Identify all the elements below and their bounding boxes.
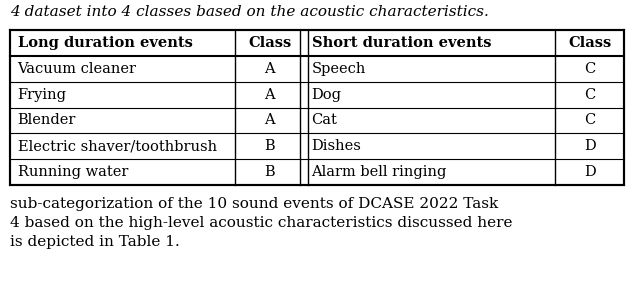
Text: Vacuum cleaner: Vacuum cleaner <box>18 62 136 76</box>
Text: A: A <box>264 88 275 102</box>
Text: Frying: Frying <box>18 88 67 102</box>
Text: sub-categorization of the 10 sound events of DCASE 2022 Task
4 based on the high: sub-categorization of the 10 sound event… <box>10 197 512 249</box>
Text: Running water: Running water <box>18 165 128 179</box>
Text: Dog: Dog <box>311 88 342 102</box>
Text: Alarm bell ringing: Alarm bell ringing <box>311 165 447 179</box>
Text: B: B <box>264 165 275 179</box>
Text: C: C <box>584 113 595 127</box>
Text: C: C <box>584 88 595 102</box>
Text: D: D <box>584 165 595 179</box>
Text: A: A <box>264 62 275 76</box>
Text: Speech: Speech <box>311 62 366 76</box>
Text: D: D <box>584 139 595 153</box>
Text: 4 dataset into 4 classes based on the acoustic characteristics.: 4 dataset into 4 classes based on the ac… <box>10 5 489 19</box>
Text: Electric shaver/toothbrush: Electric shaver/toothbrush <box>18 139 217 153</box>
Text: B: B <box>264 139 275 153</box>
Text: Long duration events: Long duration events <box>18 36 193 50</box>
Text: Short duration events: Short duration events <box>311 36 491 50</box>
Text: C: C <box>584 62 595 76</box>
Text: Class: Class <box>248 36 291 50</box>
Text: Blender: Blender <box>18 113 76 127</box>
Text: Cat: Cat <box>311 113 337 127</box>
Text: Class: Class <box>568 36 611 50</box>
Text: A: A <box>264 113 275 127</box>
Text: Dishes: Dishes <box>311 139 361 153</box>
